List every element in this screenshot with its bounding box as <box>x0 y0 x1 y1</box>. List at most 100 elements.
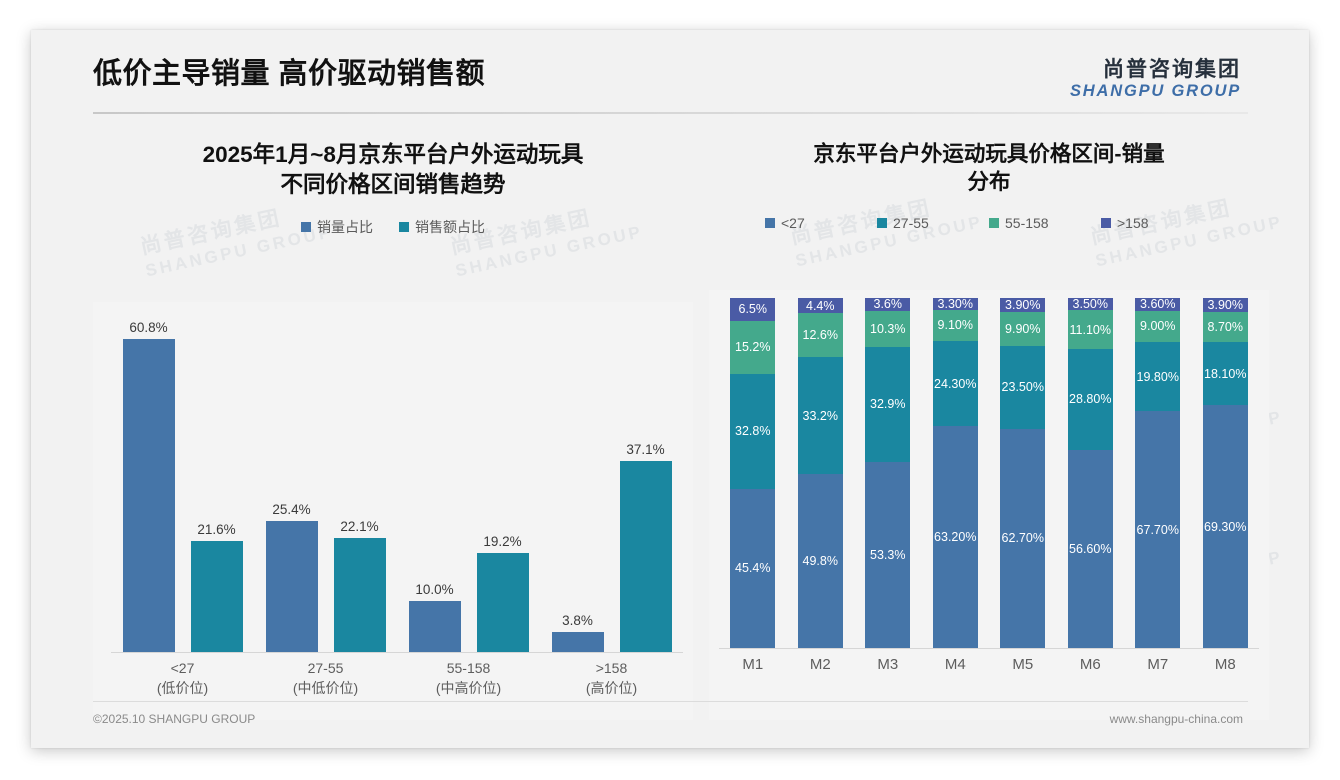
stack-segment[interactable]: 24.30% <box>932 341 978 427</box>
chart-title-volume-distribution: 京东平台户外运动玩具价格区间-销量 分布 <box>709 140 1269 197</box>
x-axis-tick: 27-55 (中低价位) <box>254 658 397 699</box>
stack-segment[interactable]: 8.70% <box>1202 311 1248 343</box>
stack-segment[interactable]: 63.20% <box>932 426 978 648</box>
segment-value-label: 62.70% <box>1001 531 1044 546</box>
stack-segment[interactable]: 23.50% <box>1000 346 1046 429</box>
stacked-bar-columns: 6.5% 15.2% 32.8% 45.4% 4.4% 12.6% 33.2% 49.8% 3.… <box>719 296 1260 648</box>
bar-rect[interactable] <box>333 538 386 652</box>
stacked-bar-column[interactable]: 3.90% 8.70% 18.10% 69.30% <box>1192 298 1260 648</box>
bar-column[interactable]: 60.8% <box>122 312 175 652</box>
x-axis-tick: >158 (高价位) <box>540 658 683 699</box>
bar-value-label: 22.1% <box>340 519 379 535</box>
bar-column[interactable]: 3.8% <box>551 312 604 652</box>
stacked-bar-column[interactable]: 3.30% 9.10% 24.30% 63.20% <box>922 296 990 648</box>
stack-segment[interactable]: 32.8% <box>730 373 776 489</box>
chart-title-line-2: 分布 <box>967 170 1011 195</box>
bar-value-label: 10.0% <box>415 581 454 597</box>
stack: 3.60% 9.00% 19.80% 67.70% <box>1135 297 1181 648</box>
segment-value-label: 63.20% <box>934 530 977 545</box>
footer-website[interactable]: www.shangpu-china.com <box>1109 712 1243 726</box>
stacked-bar-column[interactable]: 4.4% 12.6% 33.2% 49.8% <box>787 298 855 648</box>
segment-value-label: 3.30% <box>937 296 973 311</box>
x-axis-line <box>111 652 683 653</box>
stacked-bar-column[interactable]: 3.50% 11.10% 28.80% 56.60% <box>1057 297 1125 648</box>
stack-segment[interactable]: 67.70% <box>1135 411 1181 648</box>
bar-value-label: 19.2% <box>483 534 522 550</box>
legend-swatch-icon <box>765 217 775 228</box>
bar-rect[interactable] <box>265 521 318 652</box>
stack: 3.30% 9.10% 24.30% 63.20% <box>932 296 978 648</box>
logo-english-text: SHANGPU GROUP <box>1070 82 1241 101</box>
stacked-bar-column[interactable]: 3.90% 9.90% 23.50% 62.70% <box>989 298 1057 648</box>
stack-segment[interactable]: 49.8% <box>797 473 843 648</box>
bar-column[interactable]: 22.1% <box>333 312 386 652</box>
legend-item-volume-share[interactable]: 销量占比 <box>301 217 373 237</box>
legend-volume-distribution: <27 27-55 55-158 >158 <box>709 215 1269 231</box>
segment-value-label: 12.6% <box>802 328 838 343</box>
stack-segment[interactable]: 9.90% <box>1000 311 1046 347</box>
stack-segment[interactable]: 33.2% <box>797 357 843 474</box>
bar-rect[interactable] <box>619 460 672 652</box>
bar-column[interactable]: 21.6% <box>190 312 243 652</box>
stack-segment[interactable]: 3.30% <box>932 296 978 311</box>
stack-segment[interactable]: 69.30% <box>1202 405 1248 648</box>
legend-item-27-55[interactable]: 27-55 <box>877 215 989 231</box>
legend-item-revenue-share[interactable]: 销售额占比 <box>399 217 485 237</box>
stack-segment[interactable]: 4.4% <box>797 298 843 314</box>
stack-segment[interactable]: 53.3% <box>865 461 911 648</box>
legend-swatch-icon <box>1101 217 1111 228</box>
segment-value-label: 19.80% <box>1136 369 1179 384</box>
stack-segment[interactable]: 9.00% <box>1135 310 1181 343</box>
stack-segment[interactable]: 11.10% <box>1067 310 1113 350</box>
stack-segment[interactable]: 12.6% <box>797 313 843 358</box>
x-axis-tick: M1 <box>742 656 764 673</box>
bar-rect[interactable] <box>190 540 243 652</box>
stack-segment[interactable]: 3.50% <box>1067 297 1113 311</box>
bar-rect[interactable] <box>122 338 175 652</box>
x-axis-labels: M1 M2 M3 M4 M5 M6 M7 M8 <box>719 656 1259 673</box>
bar-groups: 60.8% 21.6% 25.4% 22.1% 10.0% 19.2% 3.8% 37.1% <box>111 312 683 652</box>
stacked-bar-column[interactable]: 3.6% 10.3% 32.9% 53.3% <box>854 297 922 648</box>
legend-item-55-158[interactable]: 55-158 <box>989 215 1101 231</box>
stack-segment[interactable]: 9.10% <box>932 309 978 342</box>
segment-value-label: 11.10% <box>1069 322 1111 337</box>
stack-segment[interactable]: 62.70% <box>1000 428 1046 648</box>
stack-segment[interactable]: 3.6% <box>865 297 911 311</box>
bar-rect[interactable] <box>551 632 604 652</box>
stack-segment[interactable]: 45.4% <box>730 488 776 648</box>
legend-item-27[interactable]: <27 <box>765 215 877 231</box>
x-axis-tick: M8 <box>1214 656 1236 673</box>
segment-value-label: 32.8% <box>735 424 771 439</box>
slide: 低价主导销量 高价驱动销售额 尚普咨询集团 SHANGPU GROUP 尚普咨询… <box>31 30 1309 748</box>
legend-label: 销量占比 <box>317 219 373 236</box>
segment-value-label: 56.60% <box>1069 541 1112 556</box>
stack-segment[interactable]: 56.60% <box>1067 449 1113 648</box>
stack-segment[interactable]: 18.10% <box>1202 342 1248 406</box>
stacked-bar-column[interactable]: 3.60% 9.00% 19.80% 67.70% <box>1124 297 1192 648</box>
stacked-bar-column[interactable]: 6.5% 15.2% 32.8% 45.4% <box>719 298 787 648</box>
stack-segment[interactable]: 6.5% <box>730 298 776 321</box>
segment-value-label: 18.10% <box>1204 366 1247 381</box>
bar-column[interactable]: 10.0% <box>408 312 461 652</box>
stack-segment[interactable]: 15.2% <box>730 320 776 374</box>
bar-rect[interactable] <box>476 553 529 652</box>
stack-segment[interactable]: 10.3% <box>865 310 911 347</box>
stack-segment[interactable]: 3.60% <box>1135 297 1181 311</box>
x-axis-tick: M4 <box>944 656 966 673</box>
bar-group: 3.8% 37.1% <box>540 312 683 652</box>
stack: 3.50% 11.10% 28.80% 56.60% <box>1067 297 1113 648</box>
bar-rect[interactable] <box>408 600 461 652</box>
x-axis-tick: <27 (低价位) <box>111 658 254 699</box>
stack-segment[interactable]: 32.9% <box>865 346 911 462</box>
bar-column[interactable]: 19.2% <box>476 312 529 652</box>
bar-column[interactable]: 37.1% <box>619 312 672 652</box>
stack-segment[interactable]: 3.90% <box>1000 298 1046 312</box>
stack-segment[interactable]: 3.90% <box>1202 298 1248 312</box>
stack-segment[interactable]: 28.80% <box>1067 349 1113 450</box>
legend-item-158[interactable]: >158 <box>1101 215 1213 231</box>
stack-segment[interactable]: 19.80% <box>1135 342 1181 412</box>
x-axis-labels: <27 (低价位) 27-55 (中低价位) 55-158 (中高价位) >158 (高价位) <box>111 658 683 699</box>
x-axis-tick-sub: (低价位) <box>156 680 209 697</box>
chart-title-sales-trend: 2025年1月~8月京东平台户外运动玩具 不同价格区间销售趋势 <box>93 140 693 199</box>
bar-column[interactable]: 25.4% <box>265 312 318 652</box>
